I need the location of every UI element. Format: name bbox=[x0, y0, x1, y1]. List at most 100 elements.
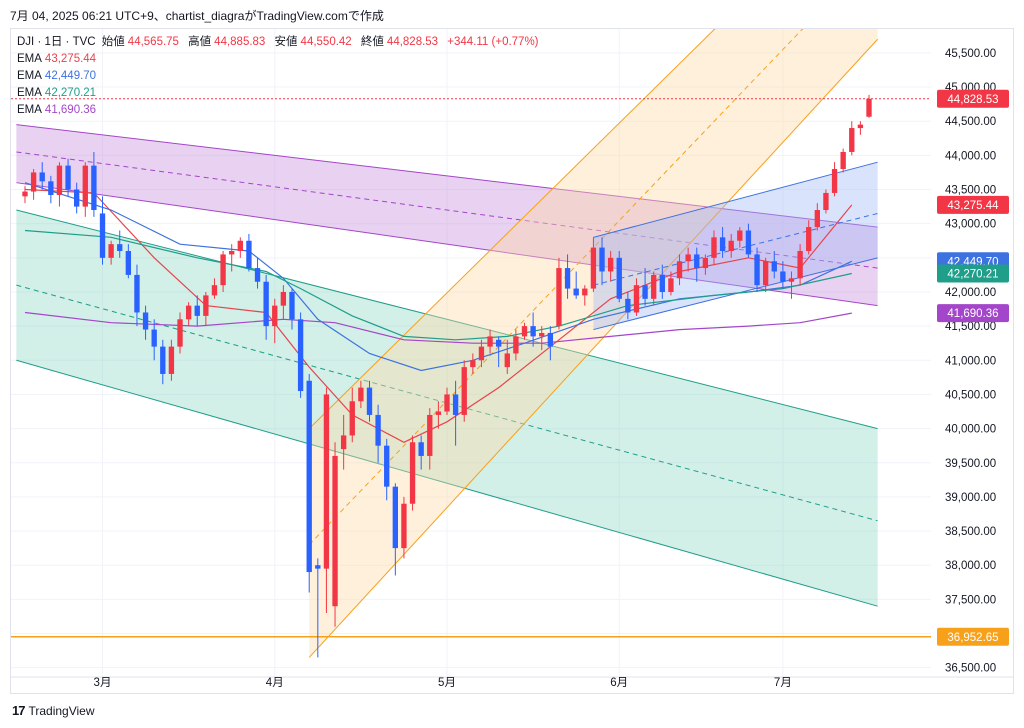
candle[interactable] bbox=[633, 278, 640, 316]
candle[interactable] bbox=[780, 261, 786, 289]
chart-pane[interactable]: 36,500.0037,000.0037,500.0038,000.0038,5… bbox=[10, 28, 1014, 694]
price-label-tag-1[interactable] bbox=[937, 195, 1009, 214]
candle[interactable] bbox=[151, 319, 157, 361]
candle[interactable] bbox=[599, 237, 605, 286]
candle[interactable] bbox=[504, 339, 510, 374]
candle[interactable] bbox=[125, 244, 132, 279]
candle[interactable] bbox=[866, 94, 872, 118]
candle[interactable] bbox=[134, 264, 140, 327]
candle[interactable] bbox=[323, 387, 330, 614]
candle[interactable] bbox=[117, 230, 123, 258]
candle[interactable] bbox=[607, 251, 614, 282]
candle[interactable] bbox=[246, 233, 252, 272]
candle[interactable] bbox=[272, 298, 278, 344]
candle[interactable] bbox=[496, 336, 502, 368]
candle[interactable] bbox=[470, 353, 476, 374]
candle[interactable] bbox=[651, 271, 657, 306]
candle[interactable] bbox=[306, 373, 312, 593]
ema-row-3[interactable]: EMA 42,270.21 bbox=[17, 85, 545, 102]
blue-channel-top[interactable] bbox=[593, 161, 878, 238]
candle[interactable] bbox=[74, 182, 80, 214]
candle[interactable] bbox=[366, 380, 373, 422]
candle[interactable] bbox=[625, 291, 631, 320]
purple-channel-bottom[interactable] bbox=[16, 182, 878, 307]
purple-channel-median[interactable] bbox=[16, 151, 878, 269]
candle[interactable] bbox=[547, 326, 554, 361]
teal-channel-top[interactable] bbox=[16, 209, 878, 430]
orange-channel-median[interactable] bbox=[308, 29, 877, 546]
candle[interactable] bbox=[461, 360, 467, 422]
candle[interactable] bbox=[39, 162, 45, 190]
candle[interactable] bbox=[823, 189, 829, 214]
candle[interactable] bbox=[685, 247, 691, 272]
candle[interactable] bbox=[340, 414, 347, 470]
candle[interactable] bbox=[452, 380, 459, 446]
candle[interactable] bbox=[168, 339, 175, 381]
candle[interactable] bbox=[48, 175, 54, 204]
candle[interactable] bbox=[788, 271, 795, 299]
candle[interactable] bbox=[840, 148, 846, 173]
candle[interactable] bbox=[177, 312, 183, 354]
candle[interactable] bbox=[737, 227, 743, 248]
candle[interactable] bbox=[91, 151, 97, 217]
candle[interactable] bbox=[392, 483, 398, 576]
candle[interactable] bbox=[814, 203, 820, 231]
candle[interactable] bbox=[745, 223, 752, 258]
candle[interactable] bbox=[478, 339, 485, 368]
candle[interactable] bbox=[30, 169, 37, 200]
candle[interactable] bbox=[831, 162, 838, 197]
candle[interactable] bbox=[754, 247, 760, 292]
orange-channel-fill[interactable] bbox=[309, 29, 878, 658]
candle[interactable] bbox=[719, 227, 726, 258]
candle[interactable] bbox=[642, 268, 648, 306]
candle[interactable] bbox=[728, 233, 734, 258]
candle[interactable] bbox=[590, 237, 597, 292]
candle[interactable] bbox=[797, 244, 803, 286]
candle[interactable] bbox=[711, 230, 717, 265]
candle[interactable] bbox=[435, 401, 442, 429]
candle[interactable] bbox=[513, 329, 519, 361]
price-label-tag-0[interactable] bbox=[937, 89, 1009, 108]
candle[interactable] bbox=[401, 496, 407, 559]
purple-channel-fill[interactable] bbox=[16, 124, 878, 306]
candle[interactable] bbox=[65, 158, 71, 197]
candle[interactable] bbox=[254, 257, 261, 289]
candle[interactable] bbox=[211, 278, 218, 299]
candle[interactable] bbox=[530, 312, 536, 347]
ema-row-2[interactable]: EMA 42,449.70 bbox=[17, 68, 545, 85]
price-chart[interactable]: 36,500.0037,000.0037,500.0038,000.0038,5… bbox=[11, 29, 1014, 694]
candle[interactable] bbox=[427, 408, 433, 470]
candle[interactable] bbox=[659, 264, 665, 299]
candle[interactable] bbox=[582, 285, 588, 306]
candle[interactable] bbox=[332, 442, 338, 627]
candle[interactable] bbox=[160, 339, 166, 385]
candle[interactable] bbox=[263, 274, 269, 340]
candle[interactable] bbox=[237, 237, 243, 258]
candle[interactable] bbox=[556, 257, 562, 330]
candle[interactable] bbox=[108, 240, 114, 265]
candle[interactable] bbox=[22, 186, 28, 204]
candle[interactable] bbox=[857, 121, 864, 135]
candle[interactable] bbox=[409, 435, 416, 511]
price-label-tag-4[interactable] bbox=[937, 304, 1009, 323]
candle[interactable] bbox=[702, 254, 709, 275]
candle[interactable] bbox=[771, 251, 777, 279]
ema-row-1[interactable]: EMA 43,275.44 bbox=[17, 51, 545, 68]
candle[interactable] bbox=[539, 326, 545, 351]
price-label-tag-5[interactable] bbox=[937, 627, 1009, 646]
candle[interactable] bbox=[99, 196, 106, 265]
orange-channel-top[interactable] bbox=[308, 29, 877, 429]
candle[interactable] bbox=[694, 247, 700, 282]
candle[interactable] bbox=[185, 302, 192, 327]
candle[interactable] bbox=[762, 257, 769, 292]
candle[interactable] bbox=[806, 220, 812, 255]
candle[interactable] bbox=[573, 271, 579, 299]
ema-row-4[interactable]: EMA 41,690.36 bbox=[17, 102, 545, 119]
candle[interactable] bbox=[203, 291, 209, 327]
candle[interactable] bbox=[521, 322, 528, 340]
candle[interactable] bbox=[849, 121, 855, 156]
candle[interactable] bbox=[142, 305, 149, 340]
candle[interactable] bbox=[676, 254, 683, 286]
candle[interactable] bbox=[297, 312, 304, 398]
ema-line-3[interactable] bbox=[24, 229, 852, 341]
